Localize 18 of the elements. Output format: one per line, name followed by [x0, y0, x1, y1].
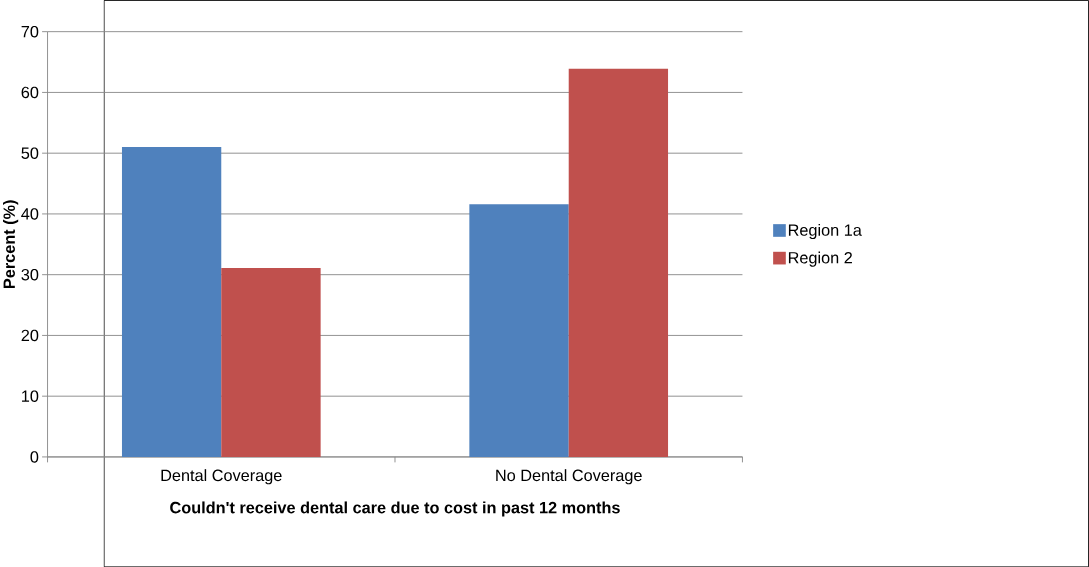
y-tick-label: 70 — [21, 25, 39, 38]
y-tick-label: 20 — [21, 329, 39, 342]
x-tick-label: Dental Coverage — [161, 469, 282, 485]
y-axis-title: Percent (%) — [3, 200, 19, 288]
bar — [568, 68, 669, 457]
x-axis-title: Couldn't receive dental care due to cost in past 12 months — [170, 501, 620, 517]
bar — [221, 267, 321, 457]
bar — [121, 146, 222, 457]
bar — [469, 204, 569, 457]
legend-label: Region 1a — [788, 223, 862, 239]
y-tick-label: 60 — [21, 86, 39, 99]
y-tick-label: 10 — [22, 390, 39, 402]
y-tick-label: 50 — [21, 147, 39, 159]
y-tick-label: 0 — [30, 451, 39, 463]
y-tick-label: 40 — [21, 208, 39, 220]
legend-label: Region 2 — [788, 251, 852, 267]
x-tick-label: No Dental Coverage — [496, 469, 642, 485]
y-tick-label: 30 — [21, 268, 39, 281]
